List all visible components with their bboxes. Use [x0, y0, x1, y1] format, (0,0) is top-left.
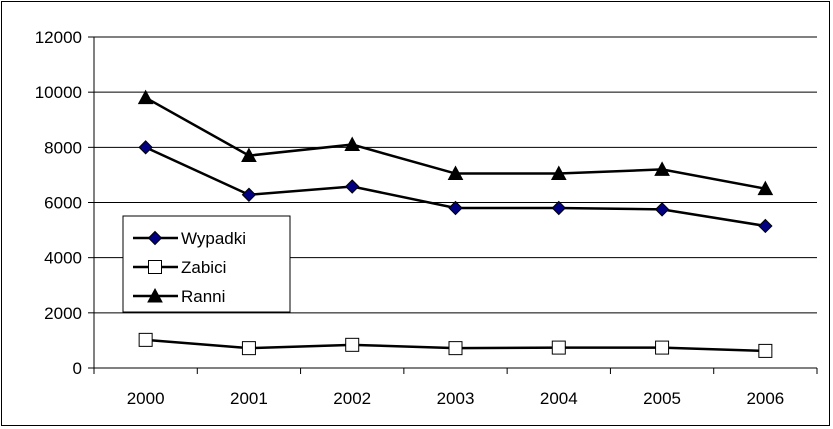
data-point-zabici: [345, 337, 360, 352]
y-tick-label: 10000: [35, 83, 82, 102]
data-point-zabici: [241, 341, 256, 356]
data-point-wypadki: [448, 200, 463, 216]
legend-item-wypadki: Wypadki: [133, 229, 246, 248]
legend-item-zabici: Zabici: [133, 258, 226, 277]
data-point-wypadki: [551, 200, 566, 216]
data-point-wypadki: [241, 187, 257, 202]
series-wypadki: [138, 140, 773, 234]
axes: 0 2000 4000 6000 8000 10000 12000 2000 2001 2002 2…: [35, 28, 818, 408]
data-point-zabici: [758, 343, 773, 358]
y-tick-label: 0: [73, 359, 82, 378]
data-point-zabici: [655, 340, 670, 355]
data-point-ranni: [344, 136, 361, 152]
data-point-ranni: [137, 89, 154, 105]
legend-marker-wypadki: [147, 230, 163, 246]
x-tick-label: 2001: [230, 389, 268, 408]
data-point-ranni: [550, 165, 567, 180]
data-point-wypadki: [138, 140, 153, 155]
data-point-ranni: [654, 161, 670, 176]
data-point-zabici: [448, 341, 463, 356]
data-point-wypadki: [345, 179, 360, 194]
x-tick-label: 2002: [333, 389, 371, 408]
x-tick-label: 2004: [540, 389, 578, 408]
x-tick-label: 2006: [746, 389, 784, 408]
legend-marker-zabici: [148, 260, 162, 274]
series-layer: [137, 89, 774, 358]
series-ranni: [137, 89, 774, 196]
legend-label-zabici: Zabici: [181, 258, 226, 277]
x-tick-label: 2003: [437, 389, 475, 408]
y-tick-label: 6000: [44, 194, 82, 213]
data-point-zabici: [138, 332, 153, 347]
x-tick-label: 2000: [127, 389, 165, 408]
y-tick-label: 8000: [44, 138, 82, 157]
data-point-ranni: [447, 165, 464, 180]
data-point-wypadki: [758, 218, 773, 234]
y-tick-label: 4000: [44, 249, 82, 268]
legend-label-wypadki: Wypadki: [181, 229, 246, 248]
legend-item-ranni: Ranni: [133, 287, 225, 306]
data-point-ranni: [757, 180, 774, 196]
data-point-zabici: [551, 340, 566, 355]
data-point-ranni: [241, 147, 257, 163]
series-zabici: [138, 332, 773, 358]
y-tick-label: 12000: [35, 28, 82, 47]
y-tick-label: 2000: [44, 304, 82, 323]
legend: Wypadki Zabici Ranni: [122, 215, 291, 313]
legend-marker-ranni: [147, 287, 163, 303]
data-point-wypadki: [654, 202, 670, 217]
legend-label-ranni: Ranni: [181, 287, 225, 306]
x-tick-label: 2005: [643, 389, 681, 408]
